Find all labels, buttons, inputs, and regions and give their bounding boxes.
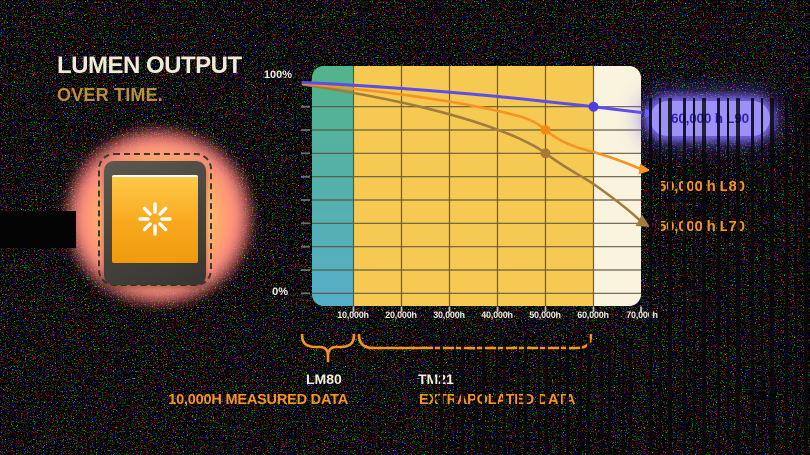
led-chip-dashed-outline — [98, 153, 212, 286]
glitch-bars-right — [644, 98, 810, 455]
curve-l80 — [301, 82, 642, 171]
curve-l90 — [301, 81, 643, 114]
x-tick-60000h: 60,000h — [577, 310, 609, 320]
marker-l70 — [540, 148, 551, 159]
x-tick-20000h: 20,000h — [385, 310, 417, 320]
y-axis-ticks — [301, 105, 310, 295]
led-emitter — [112, 175, 198, 263]
page-subtitle: OVER TIME. — [57, 85, 164, 105]
power-bar — [0, 211, 76, 248]
x-tick-50000h: 50,000h — [529, 310, 561, 320]
bracket-measured — [300, 333, 356, 363]
x-tick-30000h: 30,000h — [433, 310, 465, 320]
plot-area — [312, 66, 641, 306]
y-axis-label-top: 100% — [263, 69, 292, 81]
glitch-bars-bottom — [427, 338, 638, 455]
marker-l80 — [540, 125, 551, 135]
x-tick-70000h: 70,000h — [626, 310, 658, 320]
y-axis-label-bottom: 0% — [272, 286, 288, 298]
page-title: LUMEN OUTPUT — [57, 52, 242, 79]
starburst-icon — [138, 202, 172, 236]
x-tick-40000h: 40,000h — [481, 310, 513, 320]
lm80-description: 10,000H MEASURED DATA — [168, 392, 348, 408]
x-tick-10000h: 10,000h — [337, 310, 369, 320]
curve-l70 — [301, 83, 642, 223]
x-axis-ticks — [352, 306, 642, 312]
lm80-label: LM80 — [306, 371, 342, 387]
x-axis-minor-ticks — [321, 306, 633, 310]
marker-l90 — [588, 101, 599, 112]
